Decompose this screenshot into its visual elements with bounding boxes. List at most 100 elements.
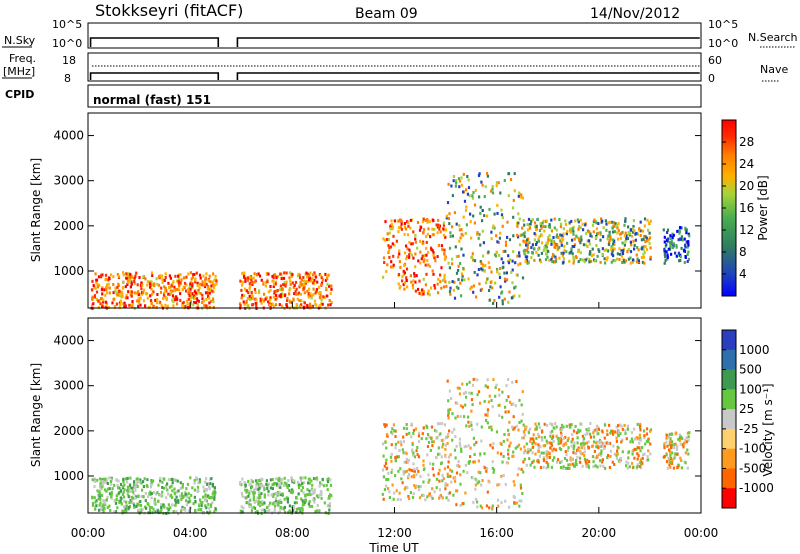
echo-cell [288,509,291,513]
echo-cell [196,303,199,307]
echo-cell [522,436,525,440]
echo-cell [645,248,649,252]
echo-cell [633,447,636,451]
echo-cell [97,493,100,497]
echo-cell [91,288,94,292]
echo-cell [631,452,634,456]
echo-cell [600,451,603,455]
echo-cell [517,212,520,216]
echo-cell [560,431,563,435]
echo-cell [156,509,159,513]
echo-cell [636,463,639,467]
echo-cell [244,277,247,281]
echo-cell [189,476,192,480]
echo-cell [522,430,525,434]
echo-cell [540,226,543,230]
xtick-label: 12:00 [377,526,412,540]
echo-cell [451,262,454,266]
echo-cell [503,179,506,182]
echo-cell [267,493,270,497]
echo-cell [633,247,636,251]
echo-cell [205,499,208,503]
echo-cell [530,246,533,250]
echo-cell [468,194,471,198]
echo-cell [557,235,560,239]
echo-cell [285,303,288,307]
echo-cell [551,423,554,427]
echo-cell [493,299,496,302]
echo-cell [440,266,443,270]
echo-cell [472,191,475,195]
echo-cell [464,231,467,235]
echo-cell [522,219,525,222]
echo-cell [592,253,595,257]
echo-cell [540,251,543,255]
cb-tick-label: 500 [739,363,762,377]
echo-cell [176,479,179,483]
echo-cell [508,400,512,404]
echo-cell [595,441,598,445]
echo-cell [602,235,605,239]
echo-cell [114,289,117,293]
echo-cell [167,478,171,482]
echo-cell [416,467,419,470]
echo-cell [542,456,545,460]
echo-cell [132,502,135,505]
echo-cell [490,270,493,274]
echo-cell [417,287,420,291]
echo-cell [562,260,565,264]
echo-cell [528,226,532,230]
echo-cell [632,219,635,223]
echo-cell [398,449,401,452]
echo-cell [575,431,578,435]
echo-cell [447,460,450,464]
echo-cell [107,282,110,286]
echo-cell [100,485,103,489]
echo-cell [123,499,126,503]
echo-cell [215,282,218,286]
echo-cell [387,478,390,481]
echo-cell [621,252,625,256]
echo-cell [593,259,596,263]
echo-cell [546,441,549,445]
echo-cell [466,192,469,196]
echo-cell [420,290,423,294]
echo-cell [436,422,440,426]
echo-cell [631,227,635,231]
echo-cell [477,459,480,463]
echo-cell [428,220,431,224]
echo-cell [274,297,277,301]
echo-cell [435,429,438,433]
echo-cell [276,490,280,494]
echo-cell [459,473,462,477]
echo-cell [205,272,208,276]
echo-cell [601,430,604,434]
echo-cell [110,495,113,499]
echo-cell [319,293,322,297]
echo-cell [258,274,262,278]
echo-cell [451,430,454,434]
echo-cell [538,235,541,238]
echo-cell [98,503,101,507]
echo-cell [385,270,388,273]
echo-cell [144,304,147,308]
echo-cell [537,446,540,450]
echo-cell [266,510,269,513]
echo-cell [585,465,588,468]
echo-cell [461,278,464,282]
echo-cell [477,470,480,474]
echo-cell [479,401,482,405]
echo-cell [493,468,496,472]
echo-cell [603,445,606,449]
echo-cell [313,488,317,492]
echo-cell [430,425,434,429]
echo-cell [204,278,207,282]
echo-cell [554,448,558,452]
echo-cell [210,496,213,500]
echo-cell [539,224,543,228]
echo-cell [643,434,646,438]
echo-cell [392,497,395,501]
echo-cell [187,297,190,301]
echo-cell [619,236,622,240]
echo-cell [416,221,420,224]
